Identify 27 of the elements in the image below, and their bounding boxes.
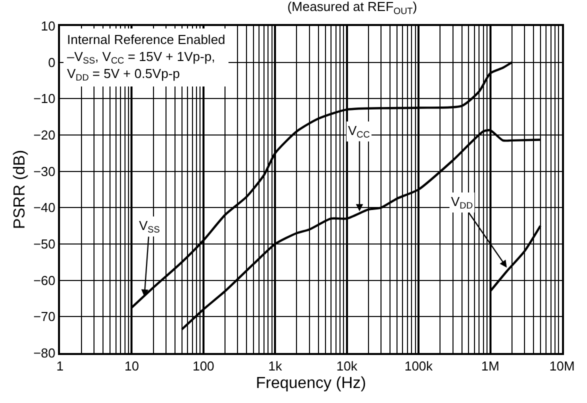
annotation: V$_{SS}$: [139, 218, 160, 235]
annotation: V$_{DD}$: [451, 194, 474, 211]
x-tick-label: 10M: [549, 358, 575, 374]
x-tick-label: 1k: [268, 358, 283, 374]
x-tick-label: 100: [192, 358, 214, 374]
y-tick-label: −20: [33, 128, 56, 143]
x-axis-title: Frequency (Hz): [256, 374, 366, 392]
y-tick-label: −30: [33, 164, 56, 179]
x-tick-label: 100k: [404, 358, 434, 374]
annotation: –V$_{SS}$, V$_{CC}$ = 15V + 1Vp-p,: [67, 48, 216, 66]
y-axis-title: PSRR (dB): [12, 150, 29, 230]
x-tick-label: 1: [56, 358, 64, 374]
annotation: V$_{DD}$ = 5V + 0.5Vp-p: [67, 66, 180, 83]
y-tick-label: 10: [40, 18, 56, 34]
annotation: V$_{CC}$: [348, 123, 370, 140]
x-tick-label: 1M: [481, 358, 500, 374]
y-tick-label: −50: [33, 236, 56, 252]
y-tick-label: −70: [33, 309, 56, 324]
y-tick-label: −80: [33, 346, 56, 361]
chart-title: (Measured at REF$_{OUT}$): [287, 0, 418, 16]
y-tick-label: −40: [33, 200, 56, 216]
y-tick-label: −10: [33, 91, 56, 106]
x-tick-label: 10: [124, 358, 139, 374]
y-tick-label: −60: [33, 272, 56, 288]
y-tick-label: 0: [48, 54, 56, 70]
x-tick-label: 10k: [336, 358, 358, 374]
annotation: Internal Reference Enabled: [67, 32, 226, 47]
